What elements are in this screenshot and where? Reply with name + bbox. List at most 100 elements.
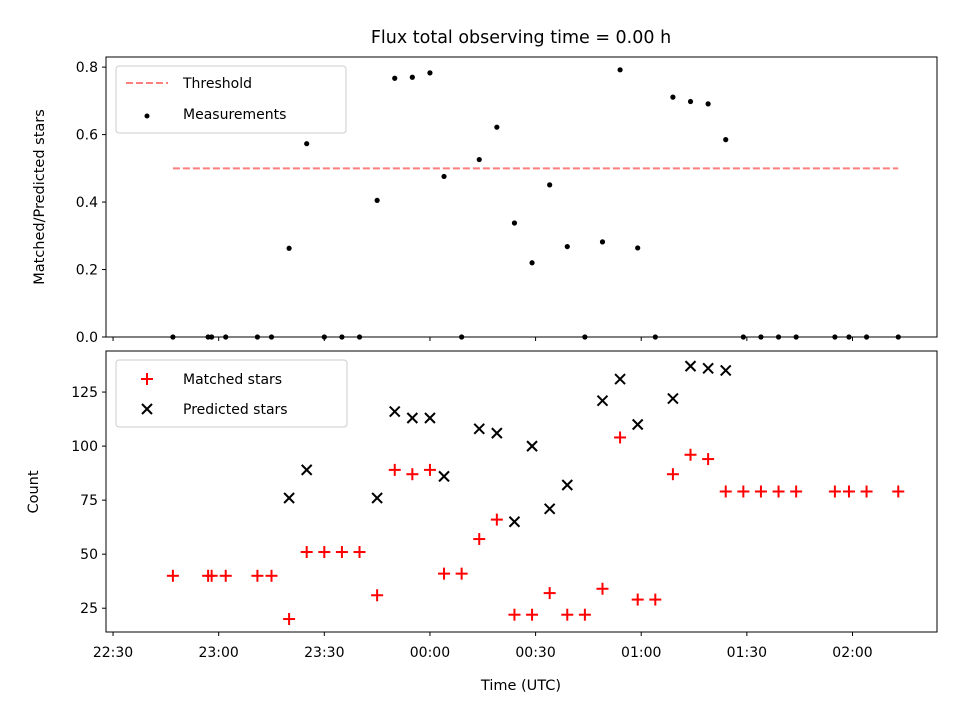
predicted-star-point <box>526 440 538 452</box>
measurement-point <box>564 243 570 250</box>
matched-star-point <box>596 582 609 595</box>
matched-star-point <box>438 567 451 580</box>
matched-star-point <box>842 485 855 498</box>
top-axes-frame <box>105 56 938 338</box>
measurement-point <box>476 156 482 163</box>
x-tick-label: 23:00 <box>198 645 238 661</box>
predicted-star-point <box>720 364 732 377</box>
matched-star-point <box>335 546 348 559</box>
legend-predicted-label: Predicted stars <box>183 402 288 418</box>
measurement-point <box>304 141 310 147</box>
matched-star-point <box>684 448 697 461</box>
matched-star-point <box>702 453 715 466</box>
x-tick-label: 00:30 <box>515 645 555 661</box>
predicted-star-point <box>508 516 521 528</box>
matched-star-point <box>423 463 436 476</box>
measurement-point <box>529 260 535 266</box>
measurement-point <box>635 245 641 251</box>
matched-star-point <box>388 463 401 476</box>
predicted-star-point <box>283 492 295 504</box>
predicted-star-point <box>684 360 697 372</box>
legend-matched-marker <box>141 373 153 385</box>
top-y-tick-label: 0.2 <box>76 263 98 279</box>
matched-star-point <box>614 431 627 444</box>
predicted-star-point <box>561 479 573 491</box>
x-tick-label: 23:30 <box>304 645 344 661</box>
x-axis-label: Time (UTC) <box>480 678 561 694</box>
matched-star-point <box>353 546 366 559</box>
matched-star-point <box>371 589 384 602</box>
matched-star-point <box>543 587 556 600</box>
measurement-point <box>427 70 433 76</box>
measurement-point <box>670 94 676 100</box>
measurement-point <box>723 137 729 143</box>
matched-star-point <box>666 468 679 481</box>
matched-star-point <box>737 485 750 498</box>
chart-title: Flux total observing time = 0.00 h <box>371 28 671 48</box>
matched-star-point <box>631 593 644 606</box>
bottom-legend: Matched stars Predicted stars <box>115 359 348 428</box>
bottom-legend-box <box>115 359 348 428</box>
matched-star-point <box>649 593 662 606</box>
measurement-point <box>374 197 380 203</box>
x-tick-label: 22:30 <box>93 645 133 661</box>
matched-star-point <box>265 569 278 582</box>
matched-star-point <box>318 546 331 559</box>
matched-star-point <box>251 569 264 582</box>
matched-star-point <box>561 608 574 621</box>
bottom-axes-frame <box>105 350 938 633</box>
matched-star-point <box>578 608 591 621</box>
legend-measurements-marker <box>144 113 150 119</box>
matched-star-point <box>455 567 468 580</box>
matched-star-point <box>892 485 905 498</box>
bottom-y-axis-label: Count <box>26 470 42 513</box>
measurement-point <box>687 98 694 105</box>
bottom-panel: 22:30 23:00 23:30 00:00 00:30 01:00 01:30 02:00… <box>26 350 938 694</box>
predicted-star-point <box>596 395 609 407</box>
measurement-point <box>599 239 606 245</box>
legend-measurements-label: Measurements <box>183 107 286 123</box>
top-y-tick-label: 0.8 <box>76 60 98 76</box>
predicted-star-point <box>631 418 644 431</box>
measurement-point <box>441 173 447 180</box>
bottom-y-tick-label: 50 <box>80 547 98 563</box>
legend-predicted-marker <box>141 403 153 415</box>
matched-star-point <box>166 569 179 582</box>
matched-star-point <box>219 569 232 582</box>
x-tick-label: 01:00 <box>621 645 661 661</box>
matched-star-point <box>772 485 785 498</box>
x-tick-label: 02:00 <box>832 645 872 661</box>
predicted-star-point <box>614 373 626 385</box>
matched-star-point <box>205 569 218 582</box>
legend-threshold-label: Threshold <box>182 76 252 92</box>
x-tick-label: 00:00 <box>410 645 450 661</box>
top-y-tick-label: 0.4 <box>76 195 98 211</box>
matched-star-point <box>473 533 486 546</box>
legend-matched-label: Matched stars <box>183 372 282 388</box>
matched-star-point <box>300 546 313 559</box>
predicted-star-point <box>301 464 313 476</box>
predicted-star-point <box>371 492 383 504</box>
top-legend: Threshold Measurements <box>115 65 347 134</box>
matched-star-point <box>860 485 873 498</box>
top-legend-box <box>115 65 347 134</box>
top-y-tick-label: 0.6 <box>76 128 98 144</box>
matched-star-point <box>526 608 539 621</box>
measurement-point <box>392 75 398 81</box>
predicted-star-point <box>438 470 450 483</box>
bottom-y-tick-label: 100 <box>71 439 98 455</box>
predicted-star-point <box>424 412 436 424</box>
matched-star-point <box>508 608 521 621</box>
matched-star-point <box>754 485 767 498</box>
matched-star-point <box>406 468 419 481</box>
bottom-y-tick-label: 125 <box>71 385 98 401</box>
top-y-axis-label: Matched/Predicted stars <box>32 109 48 285</box>
top-plot-area: 0.0 0.2 0.4 0.6 0.8 <box>76 60 901 346</box>
measurement-point <box>705 101 711 107</box>
predicted-star-point <box>491 427 503 439</box>
bottom-y-tick-label: 25 <box>80 601 98 617</box>
measurement-point <box>494 124 500 130</box>
matched-star-point <box>283 613 296 626</box>
matched-star-point <box>490 513 503 526</box>
